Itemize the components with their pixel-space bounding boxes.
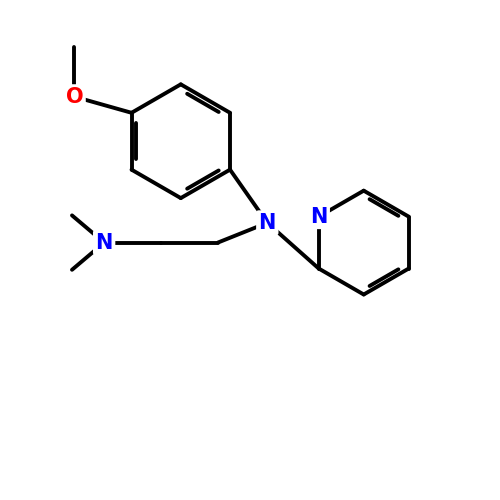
Text: N: N	[310, 206, 328, 227]
Text: O: O	[66, 86, 84, 106]
Text: N: N	[96, 232, 113, 252]
Text: N: N	[258, 213, 276, 233]
